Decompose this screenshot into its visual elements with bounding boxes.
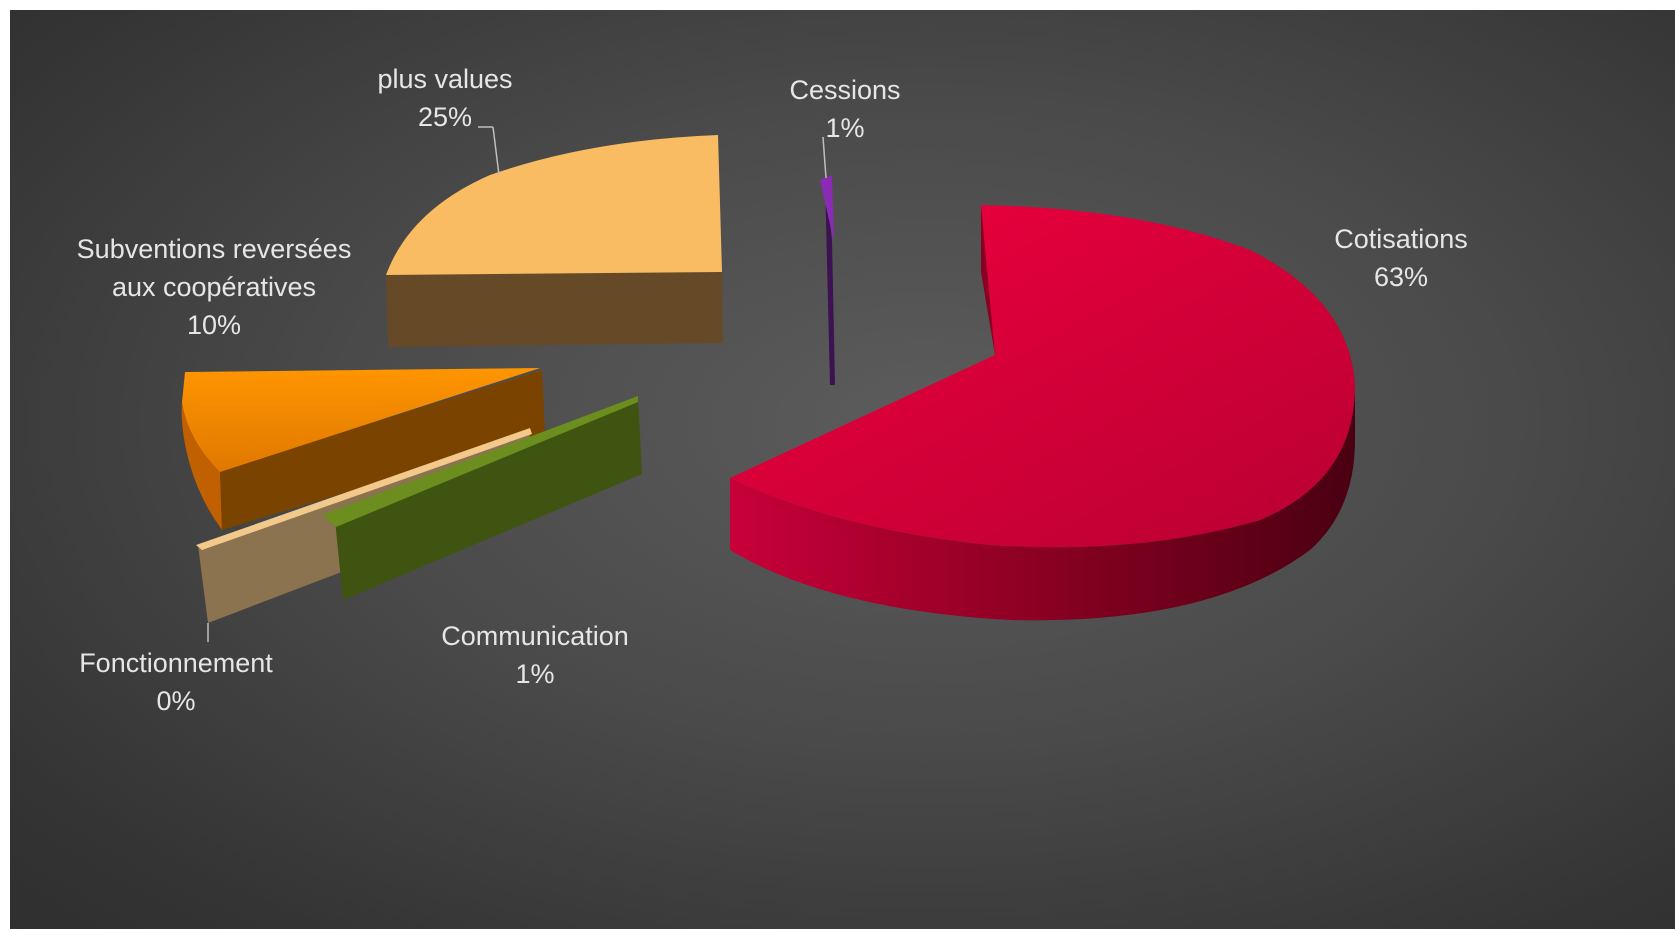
slice-plus-values-side: [386, 272, 723, 347]
chart-area: Cotisations 63% Communication 1% Fonctio…: [10, 10, 1675, 929]
slice-cotisations-top: [730, 205, 1355, 548]
label-cessions-name: Cessions: [789, 75, 900, 105]
label-plus-values-name: plus values: [377, 64, 512, 94]
slice-communication-top: [322, 396, 638, 527]
label-cessions-pct: 1%: [825, 113, 864, 143]
slice-plus-values[interactable]: [386, 135, 723, 347]
label-subventions-name-line1: Subventions reversées: [77, 234, 352, 264]
label-subventions-name-line2: aux coopératives: [112, 272, 316, 302]
slice-cessions-top: [820, 175, 834, 242]
label-subventions: Subventions reversées aux coopératives 1…: [77, 234, 352, 340]
label-cotisations-pct: 63%: [1374, 262, 1428, 292]
label-plus-values-pct: 25%: [418, 102, 472, 132]
label-communication-pct: 1%: [515, 659, 554, 689]
label-plus-values: plus values 25%: [377, 64, 512, 132]
slice-subventions-wall: [220, 370, 545, 530]
label-cotisations-name: Cotisations: [1334, 224, 1468, 254]
slice-cessions[interactable]: [820, 175, 835, 385]
leader-line-plus-values-2: [492, 126, 500, 176]
slice-subventions[interactable]: [181, 368, 545, 530]
label-cotisations: Cotisations 63%: [1334, 224, 1468, 292]
slice-communication[interactable]: [322, 396, 642, 600]
slice-plus-values-top: [386, 135, 722, 275]
slice-subventions-top: [182, 368, 540, 472]
slice-cotisations[interactable]: [730, 205, 1355, 621]
slice-cotisations-side: [730, 385, 1355, 621]
slice-subventions-front: [181, 402, 222, 530]
label-communication: Communication 1%: [441, 621, 629, 689]
label-fonctionnement-pct: 0%: [156, 686, 195, 716]
slice-fonctionnement-top: [196, 428, 532, 550]
label-subventions-pct: 10%: [187, 310, 241, 340]
label-fonctionnement: Fonctionnement 0%: [79, 648, 273, 716]
label-fonctionnement-name: Fonctionnement: [79, 648, 273, 678]
slice-communication-side: [335, 396, 642, 600]
label-communication-name: Communication: [441, 621, 629, 651]
pie-chart: Cotisations 63% Communication 1% Fonctio…: [77, 64, 1468, 716]
leader-line-cessions: [822, 136, 827, 179]
label-cessions: Cessions 1%: [789, 75, 900, 143]
slice-cessions-side: [825, 180, 835, 385]
